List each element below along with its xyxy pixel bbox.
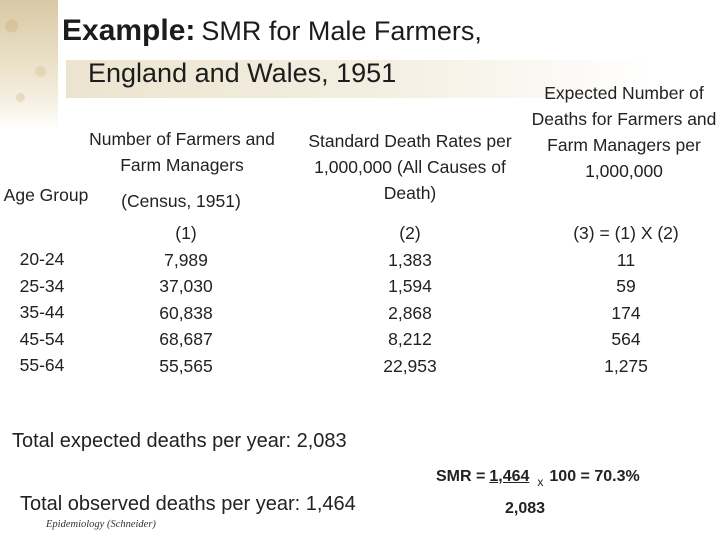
header-farmers: Number of Farmers and Farm Managers: [89, 129, 275, 175]
table-cell: 1,594: [388, 276, 432, 297]
smr-times: x: [537, 475, 544, 489]
footer-credit: Epidemiology (Schneider): [46, 519, 156, 530]
table-cell: 55-64: [19, 355, 65, 376]
table-cell: 7,989: [164, 249, 208, 270]
table-cell: 2,868: [388, 302, 432, 323]
smr-result: 100 = 70.3%: [549, 468, 640, 485]
total-expected-text: Total expected deaths per year: 2,083: [12, 430, 347, 452]
title-rest: SMR for Male Farmers,: [201, 16, 482, 46]
table-cell: 68,687: [159, 329, 213, 350]
column-expected: (3) = (1) X (2) 11 59 174 564 1,275: [556, 220, 696, 380]
table-cell: 1,383: [388, 249, 432, 270]
header-farmers-census: (Census, 1951): [121, 191, 241, 211]
title-lead: Example:: [62, 14, 196, 47]
header-expected: Expected Number of Deaths for Farmers an…: [531, 83, 717, 181]
header-death-rates: Standard Death Rates per 1,000,000 (All …: [308, 131, 512, 203]
smr-numerator: 1,464: [489, 468, 530, 485]
column-death-rates: (2) 1,383 1,594 2,868 8,212 22,953: [340, 220, 480, 380]
column-farmers: (1) 7,989 37,030 60,838 68,687 55,565: [116, 220, 256, 380]
header-age-group: Age Group: [3, 185, 89, 205]
table-cell: 37,030: [159, 276, 213, 297]
smr-denominator: 2,083: [505, 500, 546, 517]
table-cell: 564: [611, 329, 641, 350]
slide-title-line2: England and Wales, 1951: [88, 58, 397, 88]
column-age-groups: 20-24 25-34 35-44 45-54 55-64: [0, 246, 84, 379]
table-cell: 60,838: [159, 302, 213, 323]
slide-title: Example: SMR for Male Farmers,: [62, 14, 482, 48]
total-observed-text: Total observed deaths per year: 1,464: [20, 493, 356, 515]
formula-label: (3) = (1) X (2): [573, 223, 679, 243]
smr-label: SMR =: [436, 468, 486, 485]
table-cell: 22,953: [383, 355, 437, 376]
table-cell: 55,565: [159, 355, 213, 376]
table-cell: 1,275: [604, 355, 648, 376]
table-cell: 174: [611, 302, 641, 323]
table-cell: 11: [616, 249, 636, 270]
table-cell: 20-24: [19, 249, 65, 269]
table-cell: 8,212: [388, 329, 432, 350]
table-cell: 25-34: [19, 275, 65, 296]
decorative-strip: [0, 0, 58, 130]
title-band: [66, 60, 654, 98]
formula-label: (1): [175, 223, 197, 243]
smr-formula: SMR = 1,464 x 100 = 70.3%: [436, 468, 640, 489]
table-cell: 45-54: [19, 328, 65, 349]
table-cell: 35-44: [19, 302, 65, 323]
formula-label: (2): [399, 223, 421, 243]
table-cell: 59: [616, 276, 636, 297]
